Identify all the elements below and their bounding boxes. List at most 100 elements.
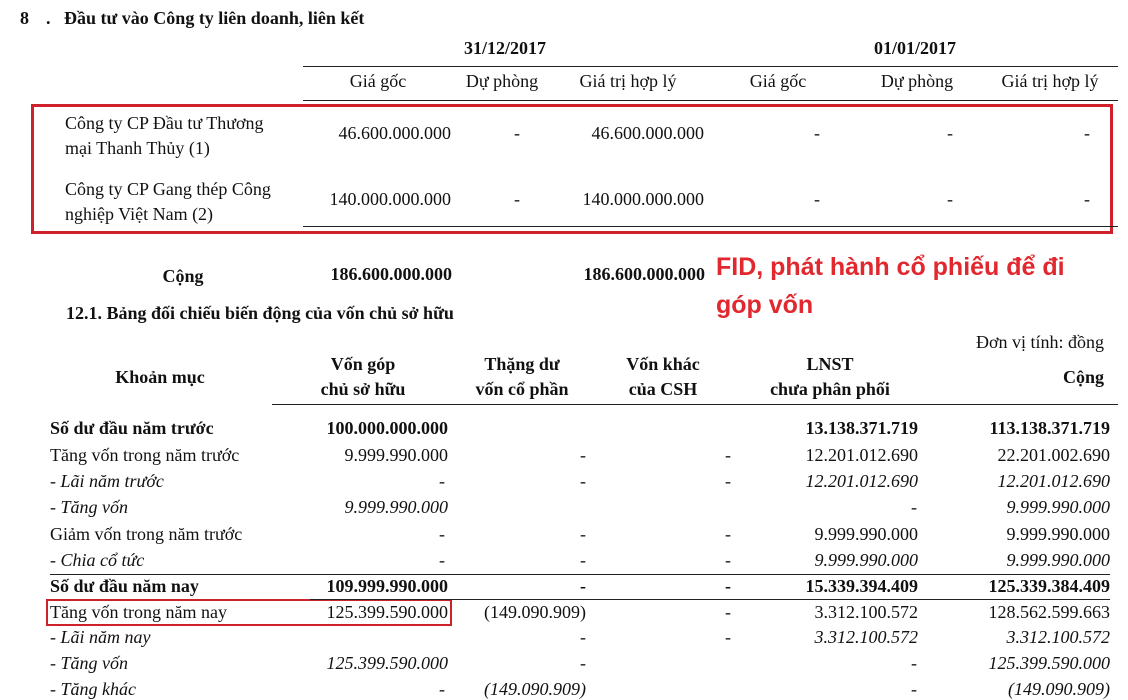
cell: 9.999.990.000 — [814, 524, 919, 544]
cell: 3.312.100.572 — [814, 627, 919, 647]
section-title: Đầu tư vào Công ty liên doanh, liên kết — [64, 8, 365, 28]
cell: 3.312.100.572 — [1006, 627, 1111, 647]
row-label: Công ty CP Đầu tư Thương — [65, 113, 264, 133]
row-label: mại Thanh Thủy (1) — [65, 138, 210, 158]
cell: - — [725, 602, 731, 622]
cell: - — [725, 576, 731, 596]
cell: (149.090.909) — [1008, 679, 1110, 699]
cell: 9.999.990.000 — [814, 550, 919, 570]
column-header: Dự phòng — [465, 71, 539, 91]
cell: 12.201.012.690 — [805, 445, 919, 465]
cell: 140.000.000.000 — [582, 189, 705, 209]
column-header: chưa phân phối — [770, 379, 890, 399]
cell: - — [580, 653, 586, 673]
period-header: 31/12/2017 — [463, 38, 547, 58]
rule-line — [272, 404, 1118, 405]
cell: - — [1084, 123, 1090, 143]
cell: - — [725, 524, 731, 544]
column-header: Giá trị hợp lý — [579, 71, 677, 91]
cell: - — [947, 189, 953, 209]
cell: - — [514, 123, 520, 143]
cell: 125.399.590.000 — [326, 602, 449, 622]
cell: 140.000.000.000 — [329, 189, 452, 209]
annotation: FID, phát hành cổ phiếu để đi góp vốn — [716, 253, 1065, 319]
cell: - — [580, 524, 586, 544]
rule-line — [303, 226, 1118, 227]
cell: 125.339.384.409 — [988, 576, 1111, 596]
cell: - — [911, 497, 917, 517]
cell: 9.999.990.000 — [344, 445, 449, 465]
cell: 12.201.012.690 — [997, 471, 1111, 491]
rule-line — [310, 599, 1110, 600]
column-header: chủ sở hữu — [320, 379, 406, 399]
row-label: Số dư đầu năm nay — [50, 576, 199, 596]
row-label: nghiệp Việt Nam (2) — [65, 204, 214, 224]
column-header: Giá gốc — [749, 71, 807, 91]
row-label: - Lãi năm trước — [50, 471, 164, 491]
cell: 9.999.990.000 — [1006, 550, 1111, 570]
column-header: Thặng dư — [484, 354, 560, 374]
cell: 12.201.012.690 — [805, 471, 919, 491]
column-header: Vốn góp — [330, 354, 396, 374]
section-number: 8 — [20, 8, 29, 28]
cell: 125.399.590.000 — [326, 653, 449, 673]
cell: - — [580, 627, 586, 647]
cell: 3.312.100.572 — [814, 602, 919, 622]
row-label: Số dư đầu năm trước — [50, 418, 214, 438]
cell: - — [439, 471, 445, 491]
row-label: - Chia cổ tức — [50, 550, 145, 570]
cell: 15.339.394.409 — [805, 576, 919, 596]
highlight-box — [31, 104, 1113, 234]
total-value: 186.600.000.000 — [330, 264, 453, 284]
row-label: Giảm vốn trong năm trước — [50, 524, 243, 544]
cell: 113.138.371.719 — [989, 418, 1110, 438]
cell: - — [947, 123, 953, 143]
column-header: Dự phòng — [880, 71, 954, 91]
cell: - — [725, 471, 731, 491]
column-header: Cộng — [1062, 367, 1104, 387]
cell: 125.399.590.000 — [988, 653, 1111, 673]
cell: 9.999.990.000 — [344, 497, 449, 517]
cell: - — [725, 445, 731, 465]
cell: (149.090.909) — [484, 602, 586, 622]
row-label: - Lãi năm nay — [50, 627, 151, 647]
cell: - — [725, 550, 731, 570]
cell: (149.090.909) — [484, 679, 586, 699]
rule-line — [303, 100, 1118, 101]
row-label: Tăng vốn trong năm trước — [50, 445, 240, 465]
cell: 109.999.990.000 — [326, 576, 449, 596]
column-header: của CSH — [628, 379, 698, 399]
cell: - — [814, 189, 820, 209]
cell: - — [1084, 189, 1090, 209]
highlight-box — [46, 599, 452, 626]
total-value: 186.600.000.000 — [583, 264, 706, 284]
cell: - — [580, 576, 586, 596]
cell: 9.999.990.000 — [1006, 497, 1111, 517]
section-title: 12.1. Bảng đối chiếu biến động của vốn c… — [66, 303, 454, 323]
column-header: Giá gốc — [349, 71, 407, 91]
cell: - — [439, 550, 445, 570]
row-label: Tăng vốn trong năm nay — [50, 602, 227, 622]
column-header: Vốn khác — [626, 354, 700, 374]
cell: 13.138.371.719 — [805, 418, 919, 438]
row-label: Công ty CP Gang thép Công — [65, 179, 271, 199]
cell: - — [580, 471, 586, 491]
total-label: Cộng — [162, 266, 204, 286]
cell: - — [725, 627, 731, 647]
row-label: - Tăng vốn — [50, 653, 128, 673]
cell: 9.999.990.000 — [1006, 524, 1111, 544]
column-header: Giá trị hợp lý — [1001, 71, 1099, 91]
period-header: 01/01/2017 — [873, 38, 957, 58]
cell: - — [911, 679, 917, 699]
cell: - — [580, 445, 586, 465]
cell: - — [580, 550, 586, 570]
column-header: vốn cổ phần — [475, 379, 569, 399]
cell: - — [514, 189, 520, 209]
cell: 100.000.000.000 — [326, 418, 449, 438]
rule-line — [303, 66, 1118, 67]
cell: 46.600.000.000 — [338, 123, 452, 143]
cell: - — [911, 653, 917, 673]
cell: - — [439, 679, 445, 699]
section-dot: . — [46, 8, 51, 28]
column-header: LNST — [806, 354, 854, 374]
